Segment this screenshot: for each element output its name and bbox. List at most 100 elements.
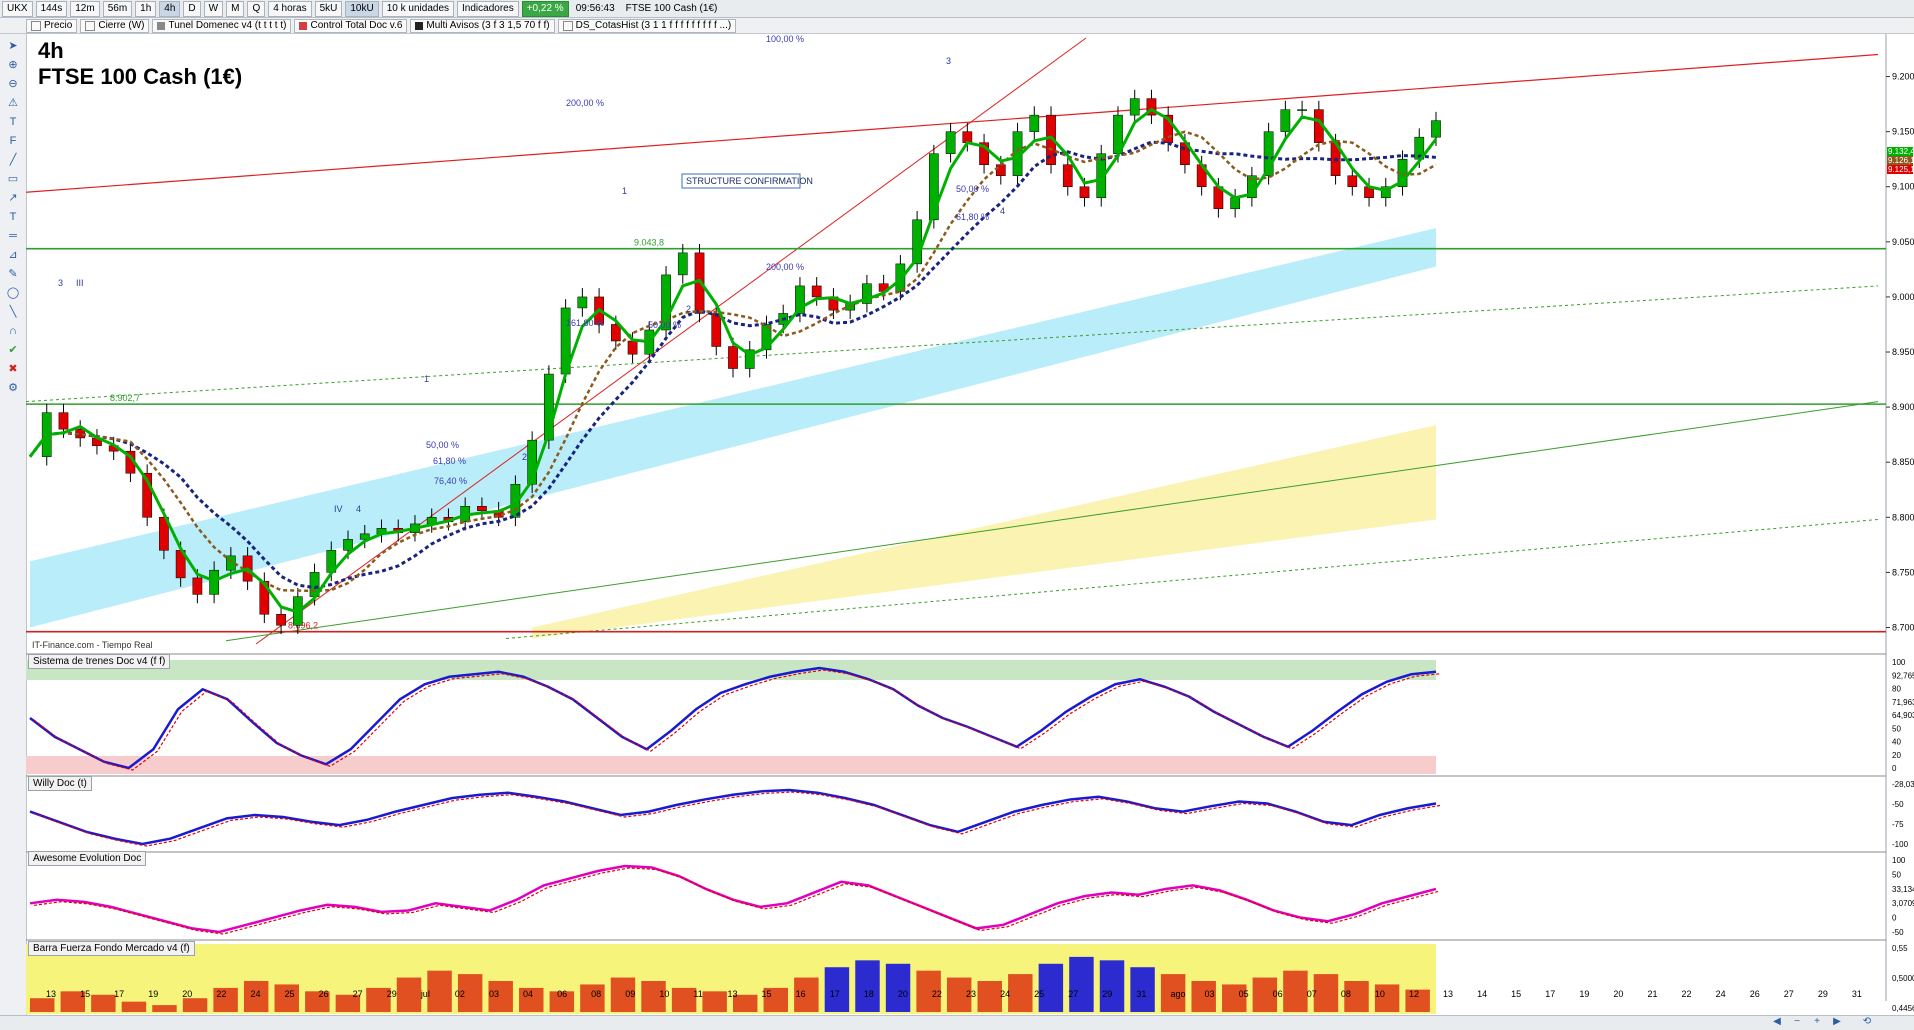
indicator-tag[interactable]: Multi Avisos (3 f 3 1,5 70 f f) xyxy=(410,18,555,33)
indicators-button[interactable]: Indicadores xyxy=(457,0,519,17)
magnet-icon[interactable]: ∩ xyxy=(9,325,17,337)
panel-tick-label: 0 xyxy=(1892,914,1897,923)
delete-icon[interactable]: ✖ xyxy=(8,363,18,375)
rectangle-icon[interactable]: ▭ xyxy=(7,173,19,185)
scroll-left-icon[interactable]: ◀ xyxy=(1773,1016,1781,1027)
fuerza-bar xyxy=(121,1001,147,1012)
indicator-tag[interactable]: Cierre (W) xyxy=(80,18,150,33)
candle-body xyxy=(610,324,621,342)
chart-annotation: 1 xyxy=(424,374,429,384)
y-tick-label: 8.800 xyxy=(1892,512,1914,522)
indicator-tag[interactable]: DS_CotasHist (3 1 1 f f f f f f f f f ..… xyxy=(557,18,737,33)
support-label: 9.043,8 xyxy=(634,238,664,248)
yellow-cloud xyxy=(532,425,1436,639)
fibonacci-icon[interactable]: F xyxy=(9,135,17,147)
timeframe-144s[interactable]: 144s xyxy=(35,0,68,17)
timeframe-m[interactable]: M xyxy=(226,0,245,17)
x-tick-label: 23 xyxy=(966,989,976,999)
chart-annotation: 3 xyxy=(58,278,63,288)
timeframe-q[interactable]: Q xyxy=(247,0,266,17)
size-5ku[interactable]: 5kU xyxy=(314,0,343,17)
text-icon[interactable]: T xyxy=(9,116,17,128)
channel-icon[interactable]: ═ xyxy=(9,230,17,242)
chart-annotation: STRUCTURE CONFIRMATION xyxy=(686,176,813,186)
x-tick-label: 10 xyxy=(659,989,669,999)
units-select[interactable]: 10 k unidades xyxy=(381,0,455,17)
oscillator-line xyxy=(29,788,1437,846)
upper-trendline xyxy=(26,53,1879,193)
indicator-tag[interactable]: Tunel Domenec v4 (t t t t t) xyxy=(152,18,292,33)
panel-title-awesome: Awesome Evolution Doc xyxy=(28,851,147,866)
pencil-icon[interactable]: ✎ xyxy=(8,268,18,280)
fuerza-bar xyxy=(213,987,238,1012)
fuerza-bar xyxy=(580,984,605,1012)
structure-confirmation-box xyxy=(681,173,801,189)
fuerza-bar xyxy=(1008,974,1033,1012)
line-icon[interactable]: ╲ xyxy=(9,306,17,318)
timeframe-1h[interactable]: 1h xyxy=(135,0,157,17)
text-tool-icon[interactable]: T xyxy=(9,211,17,223)
y-tick-label: 8.750 xyxy=(1892,567,1914,577)
ruler-icon[interactable]: ⊿ xyxy=(8,249,18,261)
price-chart[interactable]: 9.043,8 8.902,7 8.696,2 8.700 8.750 8.800 8.85… xyxy=(26,34,1914,1015)
panel-tick-label: 100 xyxy=(1892,658,1906,667)
x-tick-label: 26 xyxy=(1750,989,1760,999)
chart-annotation: 100,00 % xyxy=(766,34,804,44)
fuerza-bar xyxy=(855,960,880,1012)
trendline-icon[interactable]: ╱ xyxy=(9,154,17,166)
settings-icon[interactable]: ⚙ xyxy=(8,382,18,394)
period-select[interactable]: 4 horas xyxy=(268,0,312,17)
alert-icon[interactable]: ⚠ xyxy=(8,97,18,109)
indicator-tag[interactable]: Precio xyxy=(26,18,78,33)
panel-tick-label: 100 xyxy=(1892,856,1906,865)
scroll-right-icon[interactable]: ▶ xyxy=(1833,1016,1841,1027)
oversold-zone xyxy=(26,756,1436,774)
zoom-out-time-icon[interactable]: − xyxy=(1794,1016,1800,1027)
candle-body xyxy=(1096,153,1107,199)
timeframe-d[interactable]: D xyxy=(183,0,201,17)
reset-view-icon[interactable]: ⟲ xyxy=(1862,1016,1872,1027)
x-tick-label: 22 xyxy=(932,989,942,999)
x-tick-label: 03 xyxy=(1205,989,1215,999)
candle-body xyxy=(477,506,487,511)
panel-tick-label: 20 xyxy=(1892,751,1901,760)
symbol-select[interactable]: UKX xyxy=(2,0,33,17)
fuerza-bar xyxy=(1069,956,1094,1012)
x-tick-label: 22 xyxy=(216,989,226,999)
fuerza-bar xyxy=(916,970,941,1012)
candle-body xyxy=(1431,120,1441,138)
x-tick-label: 24 xyxy=(250,989,260,999)
fuerza-bar xyxy=(702,991,727,1012)
panel-tick-label: 92,765 xyxy=(1892,671,1914,680)
last-price-badge xyxy=(1887,165,1913,174)
candle-body xyxy=(1029,114,1040,132)
fuerza-bar xyxy=(305,991,330,1012)
fuerza-bar xyxy=(1038,963,1064,1012)
timeframe-12m[interactable]: 12m xyxy=(70,0,100,17)
arrow-icon[interactable]: ↗ xyxy=(8,192,18,204)
indicator-tag[interactable]: Control Total Doc v.6 xyxy=(294,18,408,33)
chart-annotation: 3 xyxy=(946,56,951,66)
y-tick-label: 9.050 xyxy=(1892,237,1914,247)
fuerza-bar xyxy=(1344,981,1369,1012)
indicator-bar: Precio Cierre (W) Tunel Domenec v4 (t t … xyxy=(0,18,1914,34)
zoom-in-time-icon[interactable]: + xyxy=(1814,1016,1820,1027)
candle-body xyxy=(979,142,989,165)
candle-body xyxy=(276,614,286,626)
timeframe-w[interactable]: W xyxy=(203,0,224,17)
check-icon[interactable]: ✔ xyxy=(8,344,18,356)
zoom-out-icon[interactable]: ⊖ xyxy=(8,78,18,90)
oscillator-signal xyxy=(33,867,1441,935)
zoom-in-icon[interactable]: ⊕ xyxy=(8,59,18,71)
x-tick-label: 24 xyxy=(1716,989,1726,999)
candle-body xyxy=(661,274,671,331)
timeframe-56m[interactable]: 56m xyxy=(102,0,133,17)
cursor-icon[interactable]: ➤ xyxy=(8,40,18,52)
lower-dashed-trendline xyxy=(505,518,1879,639)
timeframe-4h[interactable]: 4h xyxy=(159,0,181,17)
size-10ku[interactable]: 10kU xyxy=(345,0,379,17)
oscillator-signal xyxy=(33,791,1441,847)
candle-body xyxy=(1230,197,1240,210)
ellipse-icon[interactable]: ◯ xyxy=(6,287,20,299)
fuerza-bar xyxy=(60,991,86,1012)
